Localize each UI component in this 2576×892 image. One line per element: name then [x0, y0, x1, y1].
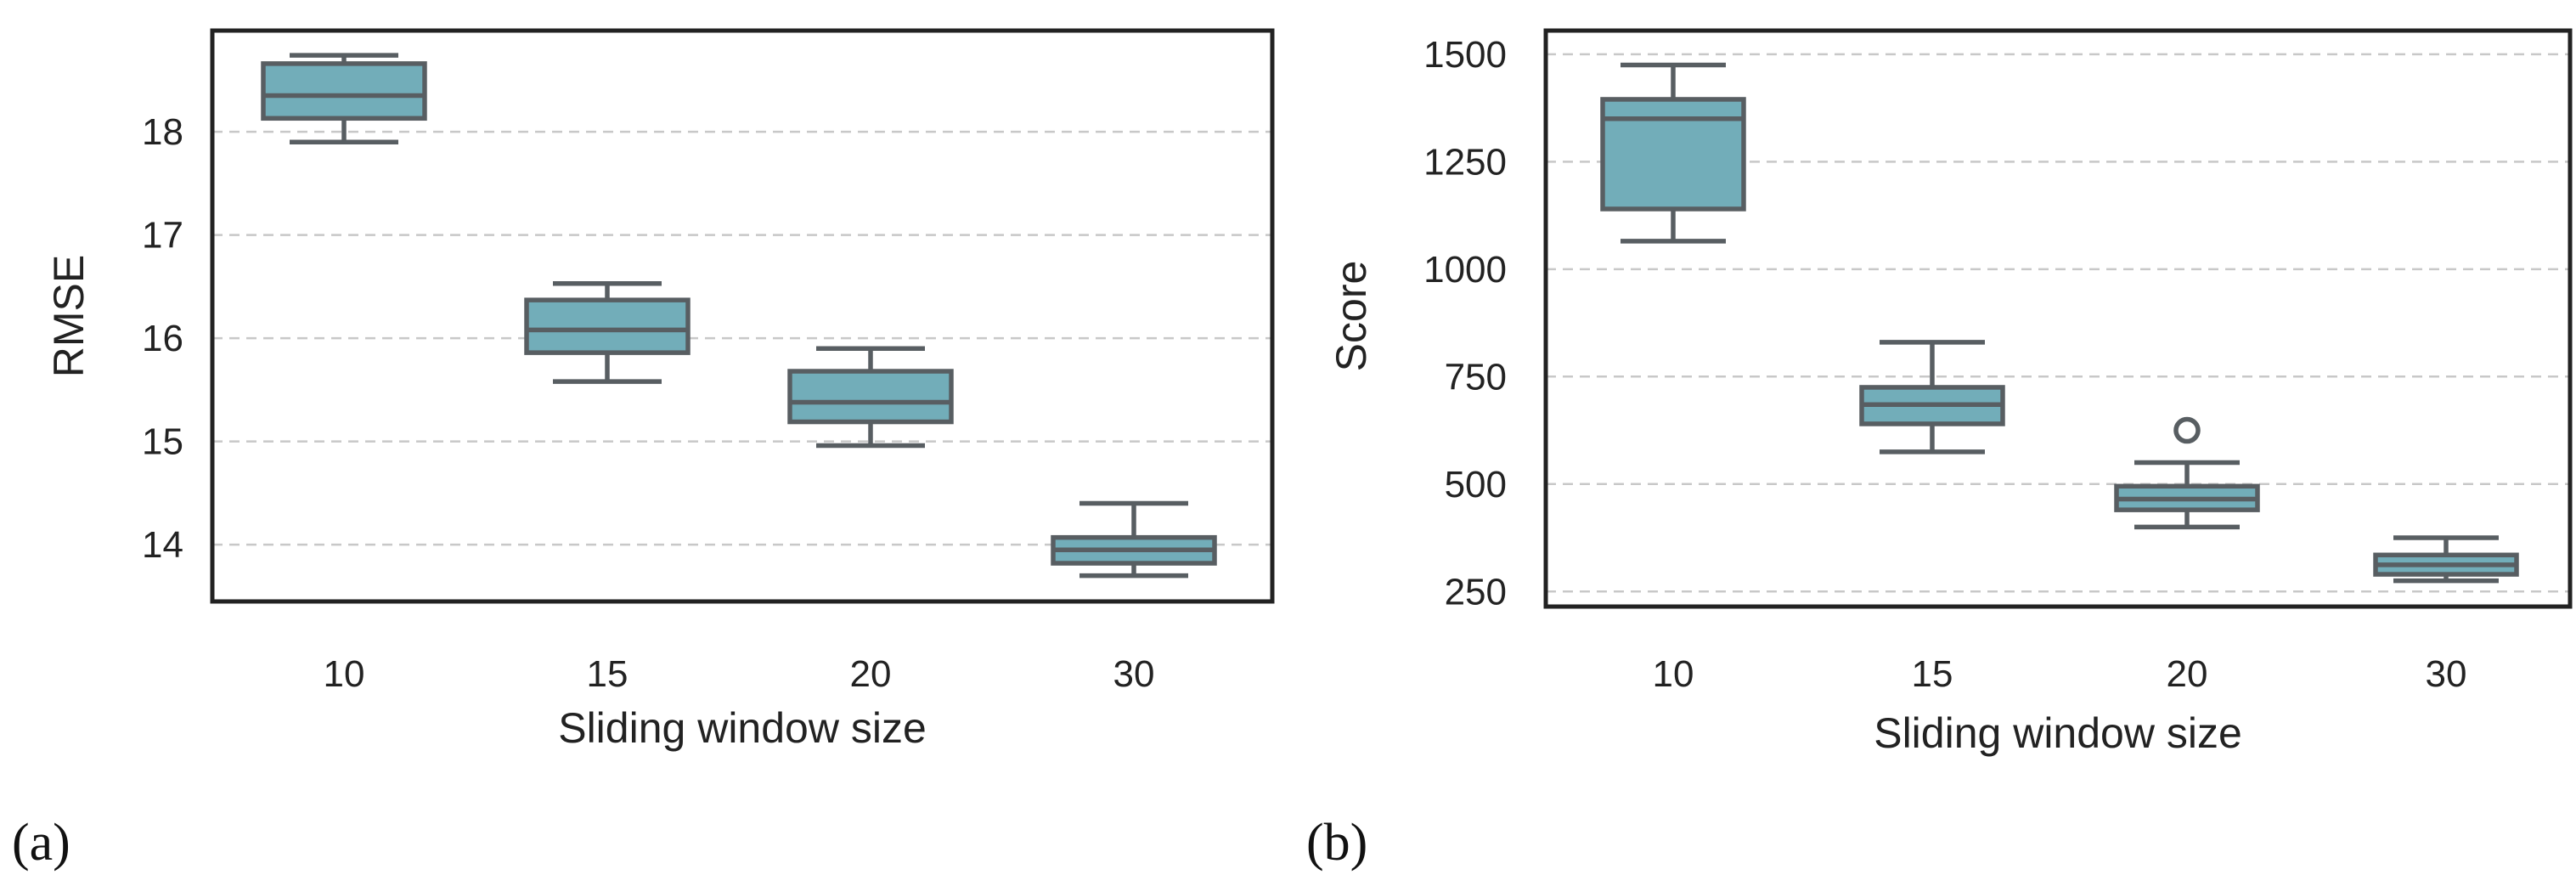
iqr-box [524, 297, 691, 355]
panel-a-xtick-label: 30 [1113, 653, 1155, 695]
panel-b-ytick-label: 1500 [1423, 34, 1507, 76]
panel-a-box-10 [261, 53, 427, 144]
panel-a-box-15 [524, 280, 691, 384]
panel-b-ytick-label: 1250 [1423, 141, 1507, 183]
panel-a-ytick-label: 15 [142, 421, 183, 463]
panel-b-plot-frame [1543, 28, 2573, 609]
outlier-point [2173, 416, 2201, 444]
panel-a-y-ticks: 14 15 16 17 18 [142, 111, 183, 566]
panel-b-ytick-label: 500 [1445, 464, 1507, 505]
panel-a-x-axis-label: Sliding window size [558, 704, 927, 752]
iqr-box [1600, 97, 1746, 212]
panel-b-label: (b) [1306, 814, 1367, 872]
panel-a-label: (a) [12, 814, 70, 872]
panel-b-ytick-label: 750 [1445, 356, 1507, 398]
iqr-box [261, 61, 427, 121]
panel-a-plot-frame [210, 28, 1275, 604]
panel-a-y-axis-label: RMSE [45, 255, 93, 377]
panel-a-xtick-label: 20 [850, 653, 892, 695]
panel-a-xtick-label: 10 [324, 653, 365, 695]
panel-b-ytick-label: 1000 [1423, 249, 1507, 291]
panel-a-xtick-label: 15 [587, 653, 628, 695]
panel-b-box-15 [1859, 340, 2005, 454]
panel-a-gridlines [212, 130, 1272, 546]
panel-b-xtick-label: 20 [2167, 653, 2208, 695]
panel-b-y-axis-label: Score [1327, 261, 1375, 372]
panel-b-x-ticks: 10 15 20 30 [1653, 653, 2467, 695]
panel-a-ytick-label: 17 [142, 215, 183, 257]
panel-b-y-ticks: 250 500 750 1000 1250 1500 [1423, 34, 1507, 613]
panel-a-ytick-label: 14 [142, 524, 183, 566]
panel-a-x-ticks: 10 15 20 30 [324, 653, 1155, 695]
panel-b-xtick-label: 10 [1653, 653, 1694, 695]
panel-b-xtick-label: 30 [2426, 653, 2467, 695]
panel-b-score-chart: 250 500 750 1000 1250 1500 10 15 20 30 Sliding w… [1306, 28, 2573, 872]
panel-a-boxes [261, 53, 1217, 579]
panel-b-xtick-label: 15 [1912, 653, 1953, 695]
iqr-box [787, 369, 954, 425]
panel-b-box-10 [1600, 62, 1746, 244]
panel-b-ytick-label: 250 [1445, 571, 1507, 613]
panel-a-box-30 [1051, 500, 1217, 579]
panel-b-x-axis-label: Sliding window size [1874, 709, 2242, 757]
panel-b-boxes [1600, 62, 2519, 584]
panel-a-ytick-label: 16 [142, 318, 183, 359]
panel-b-box-30 [2373, 535, 2519, 584]
panel-b-box-20 [2114, 416, 2260, 530]
panel-a-ytick-label: 18 [142, 111, 183, 153]
panel-a-box-20 [787, 346, 954, 449]
